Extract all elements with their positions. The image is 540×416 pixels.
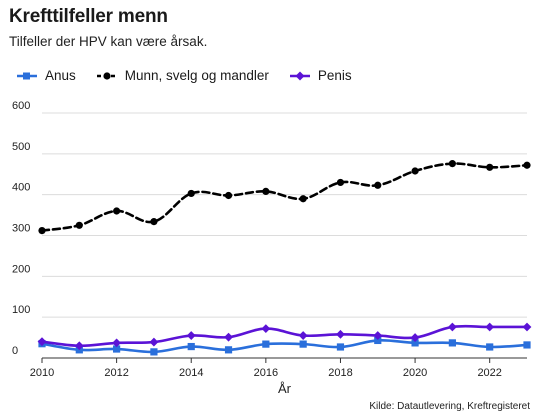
data-point-munn-svelg-og-mandler-2013 xyxy=(150,218,158,226)
data-point-anus-2015 xyxy=(224,346,233,354)
data-point-anus-2012 xyxy=(113,345,121,353)
legend-item-anus[interactable]: Anus xyxy=(16,68,76,83)
data-point-anus-2022 xyxy=(486,343,494,351)
data-point-anus-2020 xyxy=(411,339,419,347)
legend-label-anus: Anus xyxy=(45,68,76,83)
data-point-penis-2012 xyxy=(112,338,122,348)
data-point-munn-svelg-og-mandler-2017 xyxy=(299,195,307,203)
legend: Anus Munn, svelg og mandler Penis xyxy=(16,68,372,83)
chart-subtitle: Tilfeller der HPV kan være årsak. xyxy=(9,34,208,49)
data-point-munn-svelg-og-mandler-2022 xyxy=(486,163,494,171)
data-point-munn-svelg-og-mandler-2010 xyxy=(38,227,46,235)
data-point-penis-2016 xyxy=(261,324,271,333)
data-point-munn-svelg-og-mandler-2015 xyxy=(224,191,233,200)
data-point-munn-svelg-og-mandler-2019 xyxy=(374,181,382,189)
legend-label-munn: Munn, svelg og mandler xyxy=(124,68,269,83)
y-tick-label-200: 200 xyxy=(12,263,30,275)
data-point-anus-2023 xyxy=(523,341,531,349)
y-tick-label-0: 0 xyxy=(12,345,18,357)
x-tick-label-2012: 2012 xyxy=(104,367,128,379)
data-point-anus-2018 xyxy=(336,343,345,351)
x-tick-label-2020: 2020 xyxy=(403,367,427,379)
data-point-penis-2018 xyxy=(336,329,345,339)
data-point-munn-svelg-og-mandler-2016 xyxy=(262,187,270,195)
data-point-penis-2020 xyxy=(410,333,420,342)
data-point-munn-svelg-og-mandler-2012 xyxy=(113,207,121,215)
y-tick-label-400: 400 xyxy=(12,182,30,194)
data-point-anus-2021 xyxy=(448,339,456,347)
chart-title: Krefttilfeller menn xyxy=(9,6,168,27)
x-tick-label-2022: 2022 xyxy=(477,367,501,379)
legend-label-penis: Penis xyxy=(317,68,352,83)
line-chart: 0 100 200 300 400 500 600 2010 2012 2014 2016 2018 2… xyxy=(12,100,532,396)
data-point-penis-2010 xyxy=(37,337,47,347)
data-point-penis-2015 xyxy=(224,332,233,342)
data-point-munn-svelg-og-mandler-2021 xyxy=(448,160,456,168)
data-point-penis-2022 xyxy=(485,322,495,332)
legend-item-penis[interactable]: Penis xyxy=(289,68,352,83)
x-axis-title: År xyxy=(278,381,292,396)
y-tick-label-300: 300 xyxy=(12,223,30,235)
data-point-munn-svelg-og-mandler-2023 xyxy=(523,161,531,169)
legend-swatch-penis xyxy=(289,71,310,80)
x-tick-label-2018: 2018 xyxy=(328,367,352,379)
y-tick-label-100: 100 xyxy=(12,304,30,316)
data-point-anus-2017 xyxy=(299,340,307,348)
data-point-penis-2021 xyxy=(447,322,457,332)
x-tick-label-2010: 2010 xyxy=(30,367,54,379)
data-point-penis-2014 xyxy=(186,331,196,340)
source-note: Kilde: Datautlevering, Kreftregisteret xyxy=(369,401,530,412)
data-point-penis-2023 xyxy=(522,322,532,332)
legend-swatch-munn xyxy=(96,71,117,80)
data-point-anus-2019 xyxy=(374,336,382,345)
x-tick-label-2014: 2014 xyxy=(179,367,203,379)
data-point-anus-2014 xyxy=(187,342,195,351)
y-tick-label-500: 500 xyxy=(12,141,30,153)
legend-item-munn[interactable]: Munn, svelg og mandler xyxy=(96,68,269,83)
data-point-munn-svelg-og-mandler-2018 xyxy=(336,178,345,187)
data-point-munn-svelg-og-mandler-2020 xyxy=(411,167,419,175)
data-point-anus-2013 xyxy=(150,348,158,356)
data-point-penis-2019 xyxy=(373,331,383,340)
x-tick-label-2016: 2016 xyxy=(254,367,278,379)
data-point-penis-2011 xyxy=(74,341,84,351)
data-point-penis-2013 xyxy=(149,337,159,347)
data-point-penis-2017 xyxy=(298,331,308,340)
series-line-munn-svelg-og-mandler xyxy=(40,162,529,232)
legend-swatch-anus xyxy=(17,72,37,79)
data-point-munn-svelg-og-mandler-2011 xyxy=(75,221,83,229)
data-point-anus-2016 xyxy=(262,340,270,348)
y-tick-label-600: 600 xyxy=(12,100,30,112)
data-point-munn-svelg-og-mandler-2014 xyxy=(187,189,195,198)
